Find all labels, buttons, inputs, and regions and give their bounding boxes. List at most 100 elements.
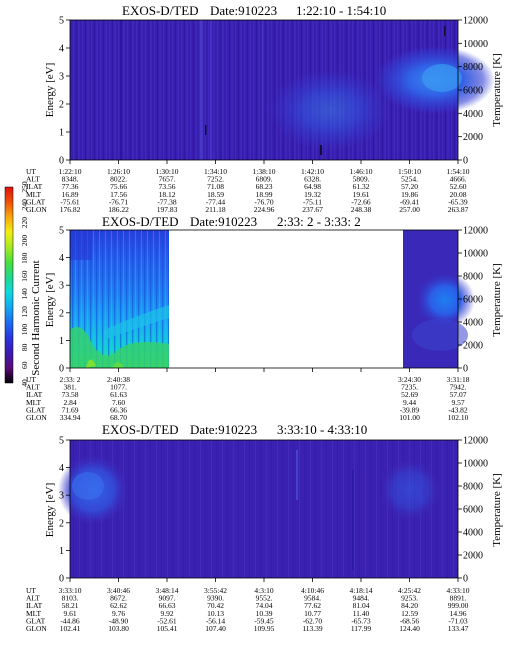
ephemeris-value: 8672.	[110, 594, 127, 603]
y2-tick-label: 0	[463, 364, 468, 375]
panel-3-time-range: 3:33:10 - 4:33:10	[277, 422, 367, 437]
ephemeris-value: 81.04	[353, 601, 370, 610]
ephemeris-value: 237.67	[302, 205, 323, 214]
ephemeris-value: 16.89	[62, 190, 79, 199]
ephemeris-value: 1:22:10	[59, 167, 82, 176]
ephemeris-value: 9.57	[451, 398, 464, 407]
ephemeris-value: 176.82	[60, 205, 81, 214]
ephemeris-value: 6809.	[256, 175, 273, 184]
panel-2-time-range: 2:33: 2 - 3:33: 2	[277, 214, 361, 229]
colorbar-scale	[4, 186, 14, 384]
ephemeris-value: 66.63	[159, 601, 176, 610]
y-tick-label: 0	[59, 364, 64, 375]
panel-1-ylabel: Energy [eV]	[44, 63, 56, 117]
ephemeris-row-label: MLT	[26, 398, 42, 407]
ephemeris-value: 10.77	[304, 609, 321, 618]
ephemeris-value: 999.00	[448, 601, 469, 610]
ephemeris-value: 381.	[63, 383, 76, 392]
ephemeris-value: 7942.	[450, 383, 467, 392]
colorbar-tick-label: 100	[20, 324, 29, 336]
y2-tick-label: 8000	[463, 482, 483, 493]
ephemeris-value: 1:34:10	[204, 167, 227, 176]
y-tick-label: 5	[59, 226, 64, 237]
ephemeris-value: 1:30:10	[156, 167, 179, 176]
ephemeris-row-label: UT	[26, 375, 36, 384]
ephemeris-value: 2.84	[63, 398, 76, 407]
ephemeris-value: 4:25:42	[398, 586, 421, 595]
ephemeris-value: 58.21	[62, 601, 79, 610]
ephemeris-value: -69.41	[400, 197, 420, 206]
panel-2-y2label: Temperature [K]	[491, 263, 503, 336]
ephemeris-row-label: MLT	[26, 190, 42, 199]
ephemeris-value: 20.08	[450, 190, 467, 199]
ephemeris-value: 8022.	[110, 175, 127, 184]
ephemeris-value: 224.96	[254, 205, 275, 214]
panel-3-ephemeris: UT 3:33:10 3:40:46 3:48:14 3:55:42 4:3:10 4:10…	[26, 586, 470, 633]
ephemeris-value: -59.45	[254, 616, 274, 625]
ephemeris-value: -48.90	[109, 616, 129, 625]
y-tick-label: 0	[59, 574, 64, 585]
ephemeris-value: 84.20	[401, 601, 418, 610]
ephemeris-row-label: ALT	[26, 383, 40, 392]
ephemeris-value: 18.59	[207, 190, 224, 199]
panel-2-date: Date:910223	[190, 214, 257, 229]
y-tick-label: 2	[59, 100, 64, 111]
ephemeris-value: 1:54:10	[447, 167, 470, 176]
y2-tick-label: 6000	[463, 86, 483, 97]
colorbar-tick-label: 180	[20, 252, 29, 264]
ephemeris-value: 19.32	[304, 190, 321, 199]
ephemeris-value: 3:48:14	[156, 586, 179, 595]
ephemeris-value: 19.61	[353, 190, 370, 199]
ephemeris-value: 197.83	[157, 205, 178, 214]
ephemeris-value: 1:46:10	[350, 167, 373, 176]
ephemeris-value: 18.99	[256, 190, 273, 199]
y-tick-label: 3	[59, 72, 64, 83]
y2-tick-label: 12000	[463, 16, 488, 27]
colorbar-tick-label: 60	[20, 361, 29, 369]
ephemeris-value: 18.12	[159, 190, 176, 199]
y2-tick-label: 10000	[463, 249, 488, 260]
ephemeris-row-label: UT	[26, 167, 36, 176]
ephemeris-value: 109.95	[254, 624, 275, 633]
y-tick-label: 4	[59, 463, 64, 474]
y2-tick-label: 10000	[463, 459, 488, 470]
y-tick-label: 1	[59, 128, 64, 139]
panel-3-axes: 0 1 2 3 4 5 0 2000 4000 6000 8000 10000 12000	[59, 436, 488, 585]
ephemeris-value: 66.36	[110, 405, 127, 414]
ephemeris-value: 3:24:30	[398, 375, 421, 384]
colorbar-tick-label: 140	[20, 288, 29, 300]
ephemeris-value: 9.92	[160, 609, 173, 618]
ephemeris-value: 77.36	[62, 182, 79, 191]
y2-tick-label: 0	[463, 574, 468, 585]
y-tick-label: 0	[59, 156, 64, 167]
panel-3-date: Date:910223	[190, 422, 257, 437]
ephemeris-value: 101.00	[399, 413, 420, 422]
ephemeris-value: -44.86	[60, 616, 80, 625]
y2-tick-label: 2000	[463, 551, 483, 562]
panel-3: EXOS-D/TED Date:910223 3:33:10 - 4:33:10…	[26, 422, 503, 633]
ephemeris-value: 263.87	[448, 205, 469, 214]
ephemeris-value: 103.80	[108, 624, 129, 633]
ephemeris-value: 77.62	[304, 601, 321, 610]
colorbar-tick-label: 40	[20, 379, 29, 387]
ephemeris-value: 9.44	[403, 398, 416, 407]
ephemeris-value: 7.60	[112, 398, 125, 407]
y-tick-label: 1	[59, 336, 64, 347]
ephemeris-row-label: GLON	[26, 624, 47, 633]
ephemeris-value: 74.04	[256, 601, 273, 610]
ephemeris-value: -77.44	[206, 197, 226, 206]
ephemeris-value: -68.56	[400, 616, 420, 625]
ephemeris-value: 3:55:42	[204, 586, 227, 595]
ephemeris-value: 19.86	[401, 190, 418, 199]
panel-3-y2label: Temperature [K]	[491, 473, 503, 546]
panel-2-ephemeris: UT 2:33: 2 2:40:38 3:24:30 3:31:18 ALT 381. 107…	[26, 375, 470, 422]
panel-1-date: Date:910223	[210, 3, 277, 18]
ephemeris-value: 113.39	[302, 624, 323, 633]
ephemeris-value: -56.14	[206, 616, 226, 625]
panel-1-y2label: Temperature [K]	[491, 53, 503, 126]
ephemeris-value: 7252.	[207, 175, 224, 184]
panel-1-axes: 0 1 2 3 4 5 0 2000 4000 6000 8000 10000 12000	[59, 16, 488, 167]
y2-tick-label: 4000	[463, 528, 483, 539]
panel-3-ylabel: Energy [eV]	[44, 483, 56, 537]
